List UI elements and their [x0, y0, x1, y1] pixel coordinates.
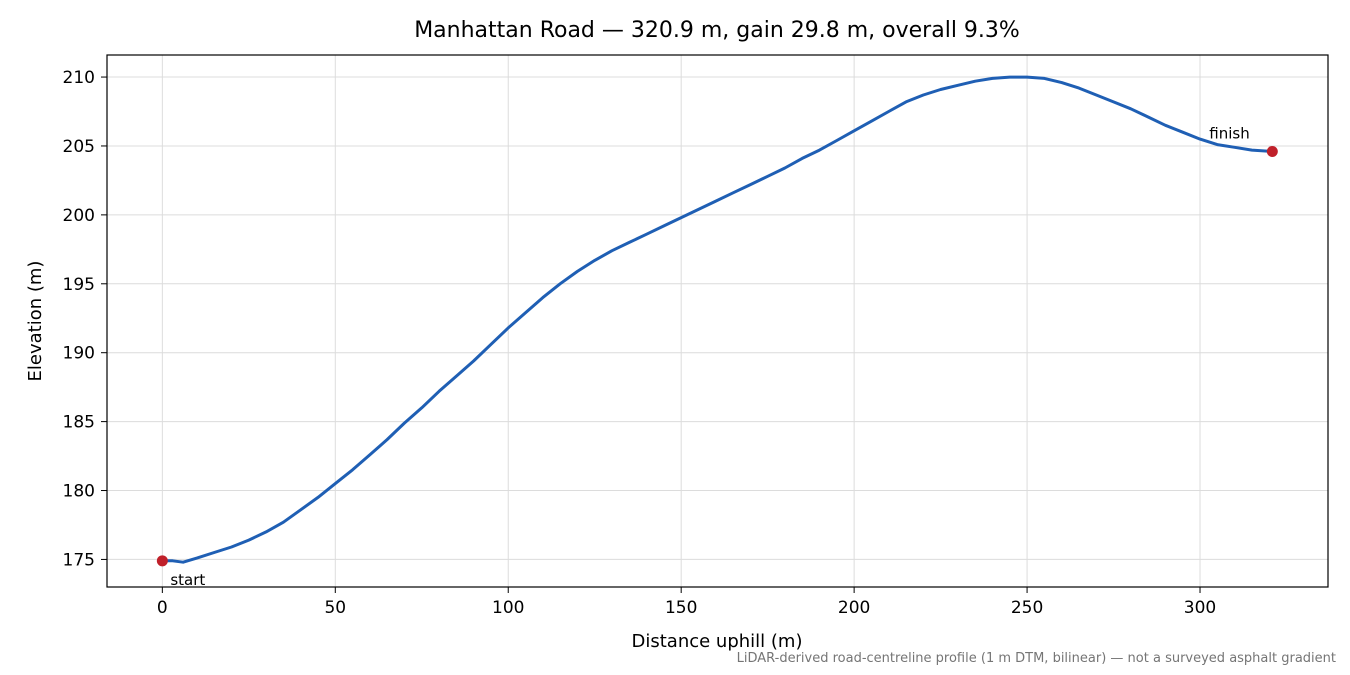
y-tick-label: 205	[63, 137, 95, 157]
x-tick-label: 300	[1184, 598, 1216, 618]
x-tick-label: 100	[492, 598, 524, 618]
footnote: LiDAR-derived road-centreline profile (1…	[736, 651, 1336, 666]
series-layer	[160, 75, 1274, 564]
finish-marker	[1266, 145, 1278, 157]
plot-frame	[106, 54, 1329, 588]
marker-layer: start finish	[156, 124, 1278, 589]
x-tick-label: 0	[157, 598, 168, 618]
x-tick-label: 200	[838, 598, 870, 618]
x-tick-label: 50	[324, 598, 346, 618]
start-label: start	[170, 571, 205, 589]
y-tick-label: 195	[63, 275, 95, 295]
elevation-line	[160, 75, 1274, 564]
y-tick-label: 200	[63, 206, 95, 226]
y-tick-label: 180	[63, 482, 95, 502]
finish-label: finish	[1209, 124, 1249, 142]
x-axis-label: Distance uphill (m)	[632, 631, 803, 652]
y-tick-label: 175	[63, 550, 95, 570]
y-tick-label: 210	[63, 68, 95, 88]
tick-layer: 0 50 100 150 200 250 300 175 180 185 190 195 200 205 2…	[63, 68, 1217, 618]
start-marker	[156, 555, 168, 567]
chart-title: Manhattan Road — 320.9 m, gain 29.8 m, o…	[414, 18, 1020, 43]
y-tick-label: 190	[63, 344, 95, 364]
grid	[107, 55, 1328, 587]
y-axis-label: Elevation (m)	[25, 261, 46, 382]
x-tick-label: 250	[1011, 598, 1043, 618]
x-tick-label: 150	[665, 598, 697, 618]
y-tick-label: 185	[63, 413, 95, 433]
